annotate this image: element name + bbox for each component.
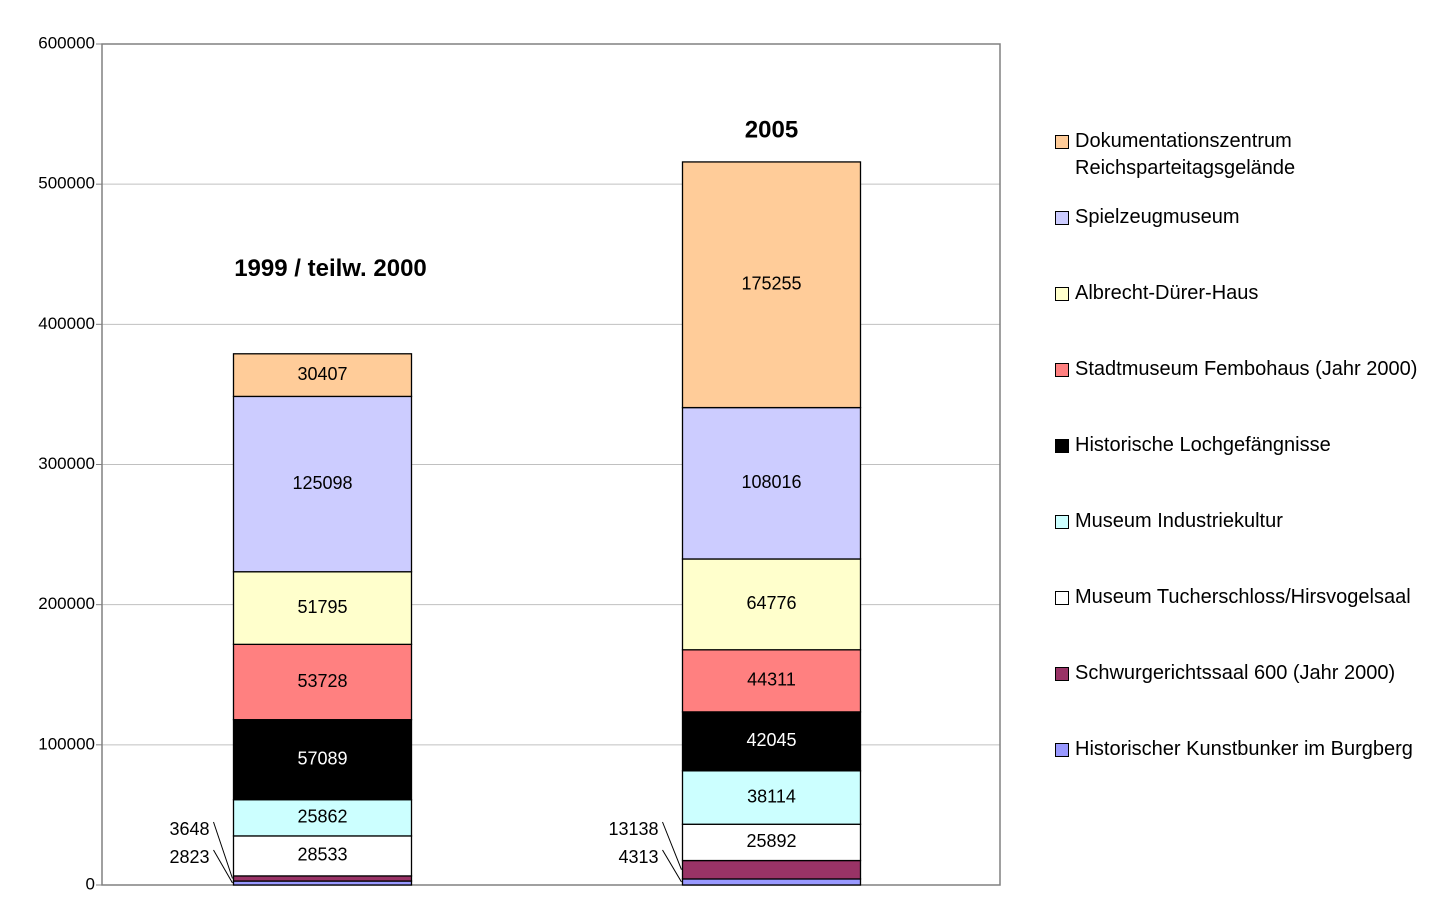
- legend-swatch: [1055, 287, 1069, 301]
- value-label: 25892: [746, 831, 796, 851]
- legend-swatch: [1055, 211, 1069, 225]
- legend-label: Spielzeugmuseum: [1075, 206, 1240, 228]
- legend-item: Historische Lochgefängnisse: [1055, 432, 1425, 459]
- legend-item: Albrecht-Dürer-Haus: [1055, 280, 1425, 307]
- legend-swatch: [1055, 591, 1069, 605]
- category-label: 1999 / teilw. 2000: [234, 255, 427, 282]
- y-tick-label: 0: [86, 874, 95, 893]
- plot-frame: [101, 43, 1001, 886]
- bar-segment: [681, 770, 862, 825]
- value-label: 53728: [297, 671, 347, 691]
- legend-label: Museum Tucherschloss/Hirsvogelsaal: [1075, 586, 1411, 608]
- value-label: 44311: [747, 670, 796, 690]
- value-label: 25862: [297, 807, 347, 827]
- legend-item: Spielzeugmuseum: [1055, 204, 1425, 231]
- legend-label: Historischer Kunstbunker im Burgberg: [1075, 738, 1413, 760]
- value-label: 30407: [297, 364, 347, 384]
- bar-segment: [232, 835, 413, 877]
- legend-label: Albrecht-Dürer-Haus: [1075, 282, 1259, 304]
- legend-swatch: [1055, 135, 1069, 149]
- value-label: 28533: [297, 845, 347, 865]
- value-label: 125098: [292, 473, 352, 493]
- bar-segment: [681, 711, 862, 772]
- legend-swatch: [1055, 515, 1069, 529]
- bar-segment: [681, 823, 862, 862]
- category-label: 2005: [745, 116, 798, 143]
- value-label: 3648: [169, 819, 209, 839]
- legend-item: Museum Industriekultur: [1055, 508, 1425, 535]
- bar-segment: [232, 643, 413, 721]
- value-label: 57089: [297, 748, 347, 768]
- bar-segment: [681, 649, 862, 713]
- y-tick-label: 600000: [38, 33, 95, 52]
- legend-item: Historischer Kunstbunker im Burgberg: [1055, 736, 1425, 763]
- value-label: 4313: [618, 847, 658, 867]
- leader-line: [662, 821, 682, 870]
- bar-segment: [681, 161, 862, 409]
- y-tick-label: 200000: [38, 594, 95, 613]
- value-label: 42045: [746, 730, 796, 750]
- bar-segment: [232, 799, 413, 837]
- value-label: 38114: [747, 786, 796, 806]
- value-label: 64776: [746, 593, 796, 613]
- legend-item: Stadtmuseum Fembohaus (Jahr 2000): [1055, 356, 1425, 383]
- legend-label: Dokumentationszentrum Reichsparteitagsge…: [1075, 130, 1296, 179]
- value-label: 175255: [741, 274, 801, 294]
- legend-item: Schwurgerichtssaal 600 (Jahr 2000): [1055, 660, 1425, 687]
- bar-segment: [681, 558, 862, 651]
- bar-segment: [681, 859, 862, 880]
- y-tick-label: 100000: [38, 734, 95, 753]
- legend-label: Historische Lochgefängnisse: [1075, 434, 1331, 456]
- bar-segment: [681, 406, 862, 560]
- legend-label: Schwurgerichtssaal 600 (Jahr 2000): [1075, 662, 1396, 684]
- leader-line: [213, 849, 233, 884]
- y-tick-label: 500000: [38, 174, 95, 193]
- value-label: 13138: [608, 819, 658, 839]
- legend-swatch: [1055, 439, 1069, 453]
- value-label: 51795: [297, 597, 347, 617]
- bar-segment: [232, 875, 413, 882]
- y-tick-label: 400000: [38, 314, 95, 333]
- legend-item: Dokumentationszentrum Reichsparteitagsge…: [1055, 128, 1425, 182]
- leader-line: [213, 821, 233, 879]
- legend-swatch: [1055, 667, 1069, 681]
- legend-label: Stadtmuseum Fembohaus (Jahr 2000): [1075, 358, 1418, 380]
- leader-line: [662, 849, 682, 883]
- value-label: 2823: [169, 847, 209, 867]
- bar-segment: [232, 353, 413, 398]
- bar-segment: [232, 719, 413, 801]
- bar-segment: [681, 878, 862, 886]
- legend-item: Museum Tucherschloss/Hirsvogelsaal: [1055, 584, 1425, 611]
- bar-segment: [232, 571, 413, 646]
- y-tick-label: 300000: [38, 454, 95, 473]
- legend-swatch: [1055, 363, 1069, 377]
- legend-label: Museum Industriekultur: [1075, 510, 1283, 532]
- bar-segment: [232, 395, 413, 573]
- legend-swatch: [1055, 743, 1069, 757]
- value-label: 108016: [741, 472, 801, 492]
